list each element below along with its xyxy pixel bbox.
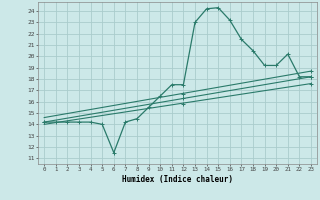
X-axis label: Humidex (Indice chaleur): Humidex (Indice chaleur) <box>122 175 233 184</box>
